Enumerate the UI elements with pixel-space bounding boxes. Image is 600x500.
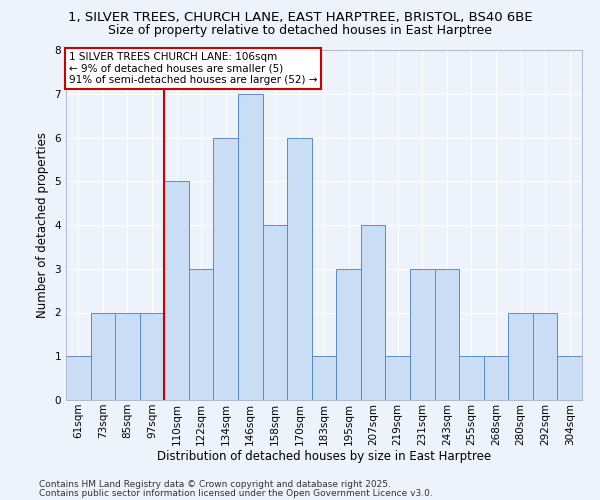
Bar bbox=[189, 269, 214, 400]
Bar bbox=[312, 356, 336, 400]
Bar bbox=[533, 312, 557, 400]
Bar bbox=[459, 356, 484, 400]
Bar bbox=[91, 312, 115, 400]
Text: Contains HM Land Registry data © Crown copyright and database right 2025.: Contains HM Land Registry data © Crown c… bbox=[39, 480, 391, 489]
Y-axis label: Number of detached properties: Number of detached properties bbox=[36, 132, 49, 318]
Bar bbox=[287, 138, 312, 400]
Bar bbox=[214, 138, 238, 400]
Text: Size of property relative to detached houses in East Harptree: Size of property relative to detached ho… bbox=[108, 24, 492, 37]
Bar bbox=[434, 269, 459, 400]
Bar bbox=[508, 312, 533, 400]
Bar bbox=[336, 269, 361, 400]
Bar bbox=[484, 356, 508, 400]
Bar bbox=[557, 356, 582, 400]
Bar bbox=[140, 312, 164, 400]
Bar bbox=[410, 269, 434, 400]
Bar bbox=[385, 356, 410, 400]
Text: Contains public sector information licensed under the Open Government Licence v3: Contains public sector information licen… bbox=[39, 488, 433, 498]
Bar bbox=[263, 225, 287, 400]
Text: 1, SILVER TREES, CHURCH LANE, EAST HARPTREE, BRISTOL, BS40 6BE: 1, SILVER TREES, CHURCH LANE, EAST HARPT… bbox=[68, 11, 532, 24]
Text: 1 SILVER TREES CHURCH LANE: 106sqm
← 9% of detached houses are smaller (5)
91% o: 1 SILVER TREES CHURCH LANE: 106sqm ← 9% … bbox=[68, 52, 317, 85]
Bar bbox=[66, 356, 91, 400]
X-axis label: Distribution of detached houses by size in East Harptree: Distribution of detached houses by size … bbox=[157, 450, 491, 464]
Bar bbox=[115, 312, 140, 400]
Bar bbox=[361, 225, 385, 400]
Bar bbox=[238, 94, 263, 400]
Bar bbox=[164, 181, 189, 400]
